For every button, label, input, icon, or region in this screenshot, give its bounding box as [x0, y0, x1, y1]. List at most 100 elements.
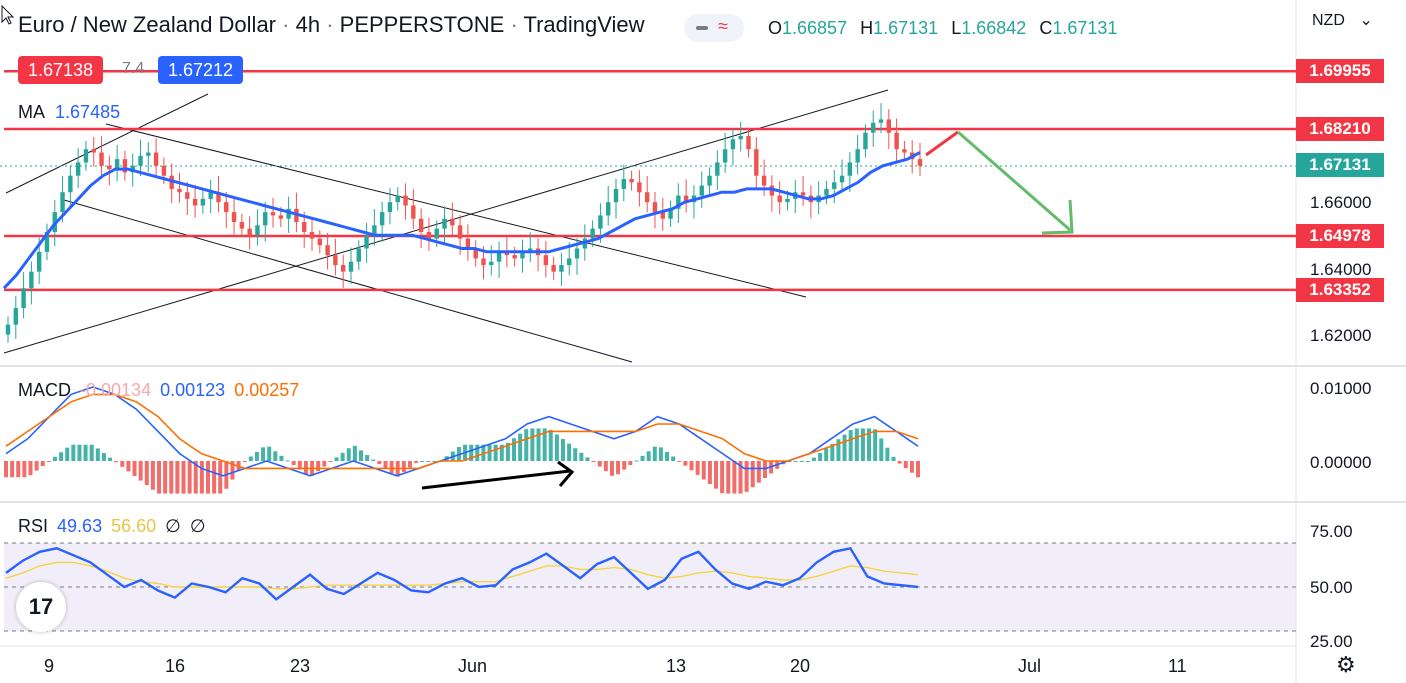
macd-histogram-bar: [903, 461, 908, 469]
macd-histogram-bar: [750, 461, 755, 488]
macd-histogram-bar: [622, 461, 627, 470]
macd-signal-line: [5, 393, 919, 470]
candle-body: [239, 222, 245, 229]
macd-histogram-bar: [114, 461, 119, 463]
candle-body: [871, 122, 876, 133]
candle-body: [761, 175, 767, 186]
macd-histogram-bar: [383, 461, 388, 469]
macd-histogram-bar: [199, 461, 204, 494]
macd-histogram-bar: [377, 461, 382, 465]
macd-histogram-bar: [860, 428, 865, 461]
macd-histogram-bar: [542, 428, 547, 461]
trendline-falling-channel-lower[interactable]: [63, 199, 633, 363]
macd-legend[interactable]: MACD -0.00134 0.00123 0.00257: [18, 380, 299, 401]
macd-histogram-bar: [40, 461, 45, 467]
chart-mode-toggle[interactable]: ≈: [684, 14, 744, 42]
candle-body: [613, 188, 619, 203]
macd-histogram-bar: [95, 448, 100, 461]
candle-body: [426, 231, 432, 239]
interval-label[interactable]: 4h: [295, 12, 321, 37]
macd-histogram-bar: [401, 461, 406, 473]
macd-histogram-bar: [671, 456, 676, 461]
macd-divergence-arrowhead: [557, 460, 575, 487]
level-lines[interactable]: [4, 70, 1296, 292]
candle-body: [917, 159, 923, 166]
macd-histogram-bar: [322, 461, 327, 467]
macd-histogram-bar: [524, 429, 529, 461]
trendline-falling-channel-upper[interactable]: [105, 123, 807, 298]
macd-histogram-bar: [261, 447, 266, 461]
rsi-tick: 50.00: [1310, 578, 1353, 597]
level-price-tag: 1.69955: [1296, 59, 1384, 84]
candle-body: [832, 182, 837, 189]
chart-header: Euro / New Zealand Dollar · 4h · PEPPERS…: [18, 12, 645, 38]
macd-histogram-bar: [897, 461, 902, 464]
macd-histogram-bar: [689, 461, 694, 471]
macd-histogram-bar: [126, 461, 131, 472]
macd-histogram-bar: [530, 428, 535, 461]
macd-histogram-bar: [628, 461, 633, 466]
macd-histogram-bar: [744, 461, 749, 492]
candle-body: [590, 228, 595, 239]
ma-label: MA: [18, 102, 45, 122]
rsi-legend[interactable]: RSI 49.63 56.60 ∅ ∅: [18, 516, 206, 537]
candle-body: [839, 175, 845, 183]
candle-body: [715, 162, 720, 176]
macd-histogram-bar: [65, 447, 70, 461]
macd-histogram-bar: [273, 451, 278, 461]
macd-histogram-bar: [163, 461, 168, 494]
price-tick: 1.62000: [1310, 326, 1372, 345]
candle-body: [263, 212, 268, 226]
gear-icon[interactable]: ⚙: [1336, 652, 1356, 677]
candle-body: [878, 119, 884, 123]
time-tick: 13: [666, 656, 687, 676]
candle-body: [224, 202, 229, 213]
ma-legend[interactable]: MA 1.67485: [18, 102, 120, 123]
candle-body: [450, 218, 455, 226]
tradingview-logo[interactable]: 17: [16, 582, 66, 632]
candle-body: [348, 261, 354, 272]
macd-label: MACD: [18, 380, 71, 400]
candle-body: [855, 149, 860, 163]
macd-histogram-bar: [573, 448, 578, 461]
macd-histogram-bar: [677, 461, 682, 462]
low-label: L: [951, 18, 962, 38]
macd-histogram-bar: [536, 428, 541, 461]
currency-selector[interactable]: NZD ⌄: [1300, 6, 1398, 36]
macd-histogram-bar: [836, 439, 841, 461]
macd-histogram-bar: [591, 461, 596, 462]
macd-histogram-bar: [579, 452, 584, 461]
ma-line: [2, 151, 921, 290]
macd-histogram-bar: [720, 461, 725, 494]
macd-histogram-bar: [597, 461, 602, 467]
macd-histogram-bar: [316, 461, 321, 472]
candle-body: [902, 149, 907, 153]
macd-histogram-bar: [205, 461, 210, 494]
macd-histogram-bar: [830, 443, 835, 461]
buy-button[interactable]: 1.67212: [158, 56, 244, 84]
rsi-ma-value: 56.60: [111, 516, 157, 536]
macd-histogram-bar: [726, 461, 731, 494]
candle-body: [411, 205, 416, 219]
macd-line: [5, 386, 919, 477]
macd-histogram-bar: [885, 447, 890, 461]
macd-histogram-bar: [683, 461, 688, 466]
macd-histogram-bar: [634, 460, 639, 462]
low-value: 1.66842: [961, 18, 1027, 38]
candle-body: [847, 162, 853, 176]
trendline-upper-left[interactable]: [5, 93, 209, 194]
macd-histogram-bar: [701, 461, 706, 480]
candle-body: [660, 212, 665, 219]
macd-histogram-bar: [59, 452, 64, 461]
macd-histogram-bar: [714, 461, 719, 489]
sell-button[interactable]: 1.67138: [18, 56, 104, 84]
candle-body: [465, 238, 471, 249]
macd-histogram-bar: [187, 461, 192, 494]
macd-histogram-bar: [132, 461, 137, 476]
candle-body: [598, 215, 603, 229]
macd-line-value: 0.00123: [160, 380, 226, 400]
candle-body: [528, 248, 533, 252]
candle-body: [138, 155, 143, 166]
symbol-title[interactable]: Euro / New Zealand Dollar: [18, 12, 277, 37]
